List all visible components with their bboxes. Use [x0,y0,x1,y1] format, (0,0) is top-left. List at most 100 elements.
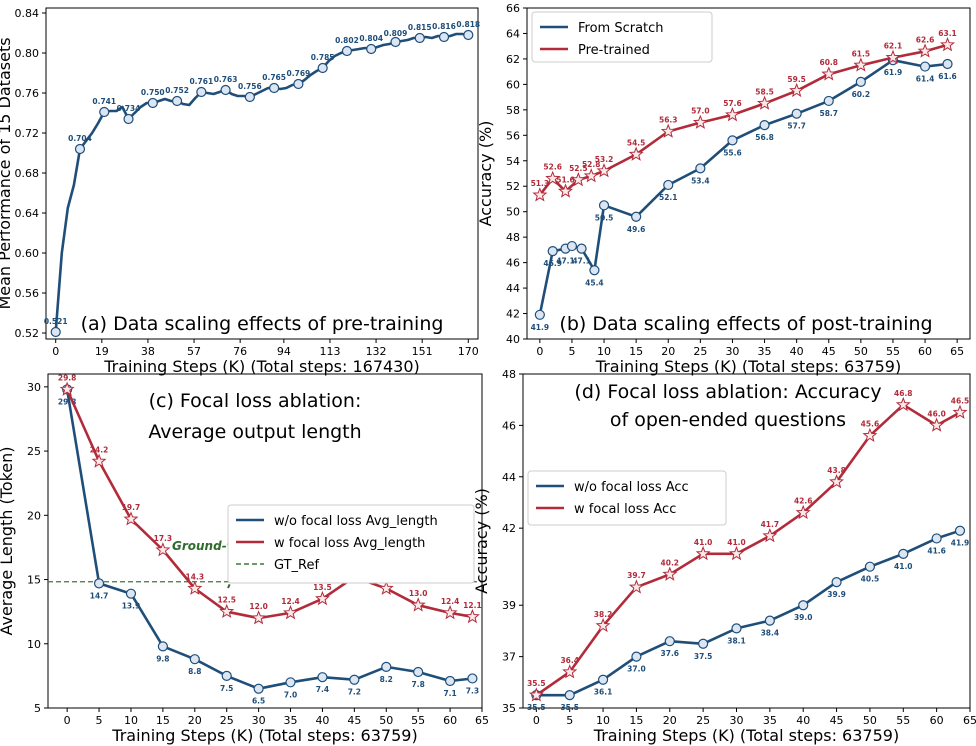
y-tick-label: 64 [506,27,520,40]
data-point-marker [532,187,548,202]
data-point-marker [315,590,330,606]
y-tick-label: 20 [27,509,41,522]
data-point-marker [381,661,392,672]
data-label: 52.5 [569,164,588,173]
data-point-marker [91,453,107,468]
data-label: 41.0 [727,538,746,547]
data-label: 0.750 [141,88,165,97]
data-label: 46.9 [543,259,562,268]
x-tick-label: 20 [188,714,202,727]
data-label: 40.2 [661,558,680,567]
y-tick-label: 0.76 [15,87,40,100]
data-label: 39.7 [627,571,646,580]
data-point-marker [534,309,545,320]
data-label: 37.6 [661,649,680,658]
data-label: 7.1 [443,689,456,698]
data-point-marker [764,615,775,626]
data-point-marker [862,427,878,443]
y-tick-label: 42 [506,308,520,321]
y-tick-label: 62 [506,53,520,66]
data-point-marker [597,674,609,685]
data-point-marker [631,211,642,222]
data-point-marker [557,183,574,198]
data-label: 12.5 [217,596,236,605]
y-tick-label: 0.52 [15,327,40,340]
data-label: 60.2 [852,90,871,99]
data-label: 54.5 [627,138,646,147]
data-point-marker [757,95,773,110]
x-tick-label: 30 [729,714,743,727]
chart-title: (b) Data scaling effects of post-trainin… [559,313,932,335]
y-axis-label: Average Length (Token) [0,446,16,635]
y-tick-label: 0.56 [15,287,40,300]
chart-panel-b: 0 5 10 15 20 25 30 35 40 45 50 55 60 65 40 42 44 46 48 50 52… [476,2,971,376]
data-label: 57.7 [787,122,806,131]
y-tick-label: 54 [506,155,520,168]
legend-label: w/o focal loss Acc [574,480,689,495]
data-label: 51.6 [556,175,575,184]
data-label: 41.9 [531,323,550,332]
data-point-marker [662,566,678,581]
data-label: 29.8 [58,397,77,406]
x-tick-label: 35 [758,345,772,358]
data-point-marker [123,511,139,526]
data-point-marker [727,135,738,146]
y-tick-label: 15 [27,574,41,587]
x-tick-label: 65 [475,714,489,727]
x-tick-label: 10 [596,714,610,727]
data-point-marker [463,29,474,41]
data-point-marker [695,163,706,174]
data-point-marker [731,623,742,634]
data-point-marker [598,200,610,211]
data-point-marker [831,577,842,588]
data-label: 0.816 [432,22,456,31]
data-label: 38.2 [594,610,613,619]
data-label: 13.5 [313,583,332,592]
data-point-marker [147,97,158,109]
x-tick-label: 10 [597,345,611,358]
data-point-marker [566,240,578,252]
data-point-marker [798,600,809,611]
y-axis-label: Accuracy (%) [476,121,495,227]
x-tick-label: 20 [663,714,677,727]
data-label: 0.785 [311,53,335,62]
data-point-marker [853,57,869,72]
data-point-marker [414,32,425,44]
data-point-marker [93,578,105,589]
data-point-marker [123,113,134,125]
data-point-marker [269,82,280,94]
data-point-marker [895,396,911,412]
data-label: 52.8 [582,160,601,169]
data-point-marker [171,95,183,107]
data-point-marker [317,672,328,683]
data-label: 61.5 [852,49,871,58]
data-point-marker [251,610,267,625]
data-point-marker [282,605,299,620]
chart-title: (c) Focal loss ablation: [149,390,362,412]
data-label: 47.1 [556,257,575,266]
x-tick-label: 60 [443,714,457,727]
y-axis-label: Mean Performance of 15 Datasets [0,37,14,309]
x-tick-label: 45 [347,714,361,727]
x-tick-label: 25 [693,345,707,358]
x-tick-label: 55 [896,714,910,727]
data-point-marker [898,548,909,559]
y-tick-label: 0.60 [15,247,40,260]
data-point-marker [155,542,171,557]
data-label: 0.704 [68,134,92,143]
data-point-marker [464,608,480,624]
data-label: 46.0 [927,409,946,418]
y-tick-label: 0.64 [15,207,40,220]
data-point-marker [50,326,61,338]
x-tick-label: 30 [725,345,739,358]
data-point-marker [664,636,675,647]
y-tick-label: 30 [27,381,41,394]
data-label: 59.5 [787,75,806,84]
data-label: 0.769 [287,69,311,78]
data-label: 7.3 [466,686,479,695]
legend-label: w focal loss Acc [574,502,676,517]
data-label: 43.8 [827,466,846,475]
y-tick-label: 48 [502,368,516,381]
series-w-o-focal-loss-avg-length: 29.8 14.7 13.9 9.8 8.8 7.5 6.5 7.0 7.4 7.2 8.2 7.8 7… [58,384,479,706]
data-label: 12.0 [249,602,268,611]
